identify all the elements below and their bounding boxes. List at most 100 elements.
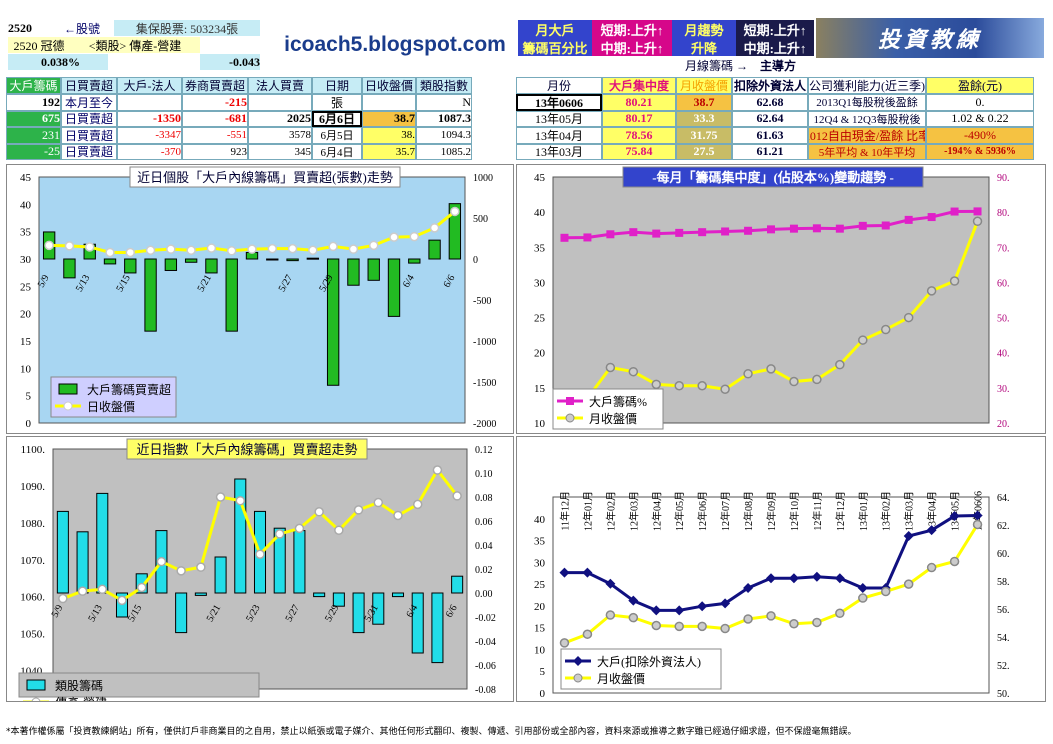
series-point	[186, 245, 196, 256]
left-cell-1-5: 6月6日	[312, 110, 362, 127]
bar	[103, 258, 117, 265]
right-tick-label: 60.	[997, 278, 1010, 289]
right-tick-label: -500	[473, 296, 491, 307]
pct-sign: %	[68, 54, 108, 70]
right-tick-label: 30.	[997, 384, 1010, 395]
bar	[352, 592, 365, 634]
series-point	[858, 593, 868, 603]
left-cell-0-0: 192	[6, 94, 61, 111]
right-header-1: 大戶集中度	[602, 77, 676, 94]
series-point	[720, 384, 730, 395]
series-point	[560, 233, 569, 242]
chart-title-box	[129, 166, 401, 188]
left-tick-label: 20	[534, 601, 546, 613]
right-tick-label: 62.	[997, 521, 1010, 532]
logo-text: 投資教練	[877, 27, 982, 52]
series-point	[858, 221, 867, 230]
left-tick-label: 1080.	[20, 518, 45, 530]
right-cell-3-2: 27.5	[676, 143, 732, 160]
left-tick-label: 25	[534, 313, 546, 325]
left-tick-label: 25	[20, 281, 32, 293]
left-tick-label: 35	[20, 227, 32, 239]
series-point	[247, 244, 257, 254]
series-point	[811, 571, 822, 582]
bar	[184, 258, 198, 263]
left-tick-label: 1090.	[20, 481, 45, 493]
series-point	[651, 605, 662, 616]
series-point	[697, 380, 707, 391]
series-point	[652, 229, 661, 238]
right-cell-3-1: 75.84	[602, 143, 676, 160]
series-point	[903, 579, 914, 589]
left-cell-2-0: 231	[6, 127, 61, 144]
series-point	[368, 240, 379, 251]
left-cell-3-3: 923	[182, 143, 248, 160]
series-point	[904, 215, 913, 224]
legend-box	[552, 388, 664, 430]
monthly-box-l2: 籌碼百分比	[518, 38, 592, 56]
legend-bar-swatch	[26, 679, 46, 691]
series-point	[125, 247, 136, 258]
series-point	[235, 495, 246, 506]
right-cell-1-3: 62.64	[732, 110, 808, 127]
bar	[56, 510, 69, 594]
right-cell-1-1: 80.17	[602, 110, 676, 127]
left-tick-label: 15	[534, 623, 546, 635]
left-cell-0-4	[248, 94, 312, 111]
series-point	[835, 359, 845, 370]
left-tick-label: 40	[534, 514, 546, 526]
left-cell-1-3: -681	[182, 110, 248, 127]
category-label: 13年01月	[857, 491, 870, 531]
series-point	[880, 586, 891, 597]
series-point	[788, 573, 799, 584]
series-point	[743, 583, 754, 593]
series-point	[450, 206, 460, 217]
series-point	[582, 567, 593, 578]
right-tick-label: 52.	[997, 661, 1010, 672]
right-cell-0-2: 38.7	[676, 94, 732, 111]
mid-term-1: 中期:上升↑	[592, 38, 672, 56]
chart-stock-daily: 0 5 10 15 20 25 30 35 40 45 -2000 -1500 -1000 -500 0 50…	[6, 164, 514, 434]
bar	[96, 492, 109, 594]
blog-url[interactable]: icoach5.blogspot.com	[284, 33, 506, 56]
right-cell-1-2: 33.3	[676, 110, 732, 127]
series-point	[105, 247, 115, 258]
series-point	[559, 567, 570, 578]
series-point	[77, 586, 88, 596]
left-tick-label: 1070.	[20, 555, 45, 567]
header-area: 2520 ←股號 集保股票: 503234張 2520 冠德 <類股> 傳產-營…	[0, 0, 1053, 164]
chart-monthly-excl-foreign: 0 5 10 15 20 25 30 35 40 50. 52. 54. 56. 58. 60. 62. 64.…	[516, 436, 1046, 702]
right-cell-1-4: 12Q4 & 12Q3每股稅後	[808, 110, 926, 127]
legend-label: 大戶籌碼%	[589, 395, 647, 409]
right-cell-3-5: -194% & 5936%	[926, 143, 1034, 160]
right-cell-2-4: 2012自由現金/盈餘 比率	[808, 127, 926, 144]
category-label: 13年04月	[926, 491, 939, 531]
left-cell-3-1: 日買賣超	[61, 143, 117, 160]
bar	[293, 530, 306, 594]
series-point	[789, 376, 799, 387]
series-point	[117, 595, 127, 606]
category-label: 12年06月	[696, 491, 709, 531]
right-cell-2-1: 78.56	[602, 127, 676, 144]
trend-box-l1: 月趨勢	[672, 20, 736, 38]
series-point	[834, 573, 845, 584]
left-cell-3-5: 6月4日	[312, 143, 362, 160]
left-cell-0-3: -215	[182, 94, 248, 111]
right-cell-2-0: 13年04月	[516, 127, 602, 144]
logo-banner: 投資教練	[816, 18, 1044, 58]
left-tick-label: 15	[534, 383, 546, 395]
series-point	[766, 611, 776, 621]
left-tick-label: 45	[20, 172, 32, 184]
trend-label: 月線籌碼 →	[684, 58, 748, 73]
series-point	[196, 562, 206, 572]
pct-value-2: -0.043	[200, 54, 260, 70]
left-tick-label: 1050.	[20, 629, 45, 641]
series-point	[267, 243, 278, 254]
chart-monthly-concentration: 10 15 20 25 30 35 40 45 20. 30. 40. 50. 60. 70. 80. 90.…	[516, 164, 1046, 434]
footer-disclaimer: *本著作權係屬「投資教練網站」所有，僅供訂戶非商業目的之自用，禁止以紙張或電子媒…	[6, 727, 857, 737]
bar	[214, 556, 227, 594]
left-cell-2-5: 6月5日	[312, 127, 362, 144]
series-point	[766, 573, 776, 584]
series-point	[927, 213, 936, 222]
left-tick-label: 1100.	[21, 444, 46, 456]
